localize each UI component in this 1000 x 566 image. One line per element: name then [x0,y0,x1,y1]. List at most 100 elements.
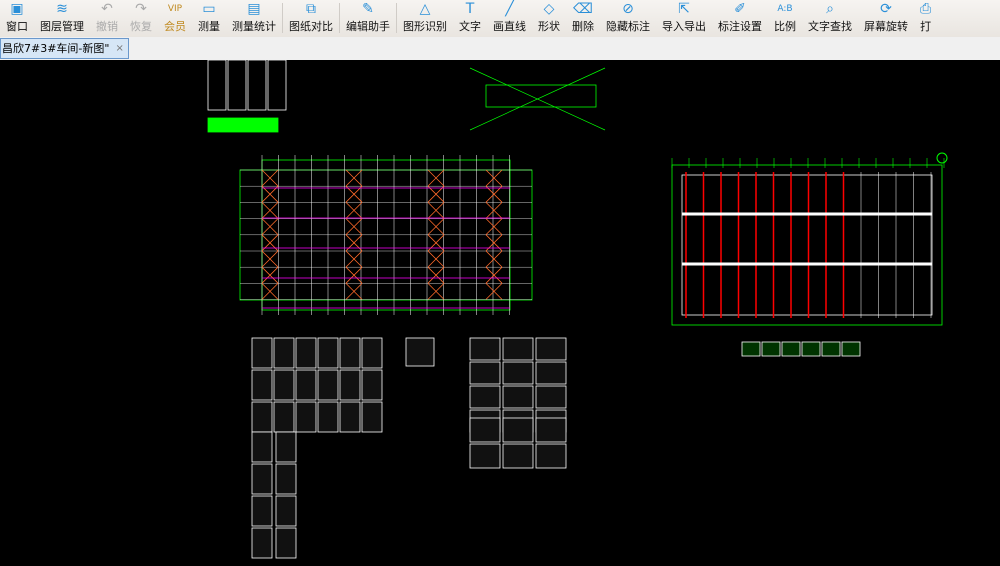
text-search-button[interactable]: ⌕ 文字查找 [802,0,858,37]
sheet-thumbnail [273,337,295,369]
cad-line [485,185,503,203]
text-button[interactable]: T 文字 [453,0,487,37]
cad-line [485,266,503,284]
scale-button[interactable]: A:B 比例 [768,0,802,37]
ruler-button[interactable]: ▭ 测量 [192,0,226,37]
cad-line [469,67,606,131]
sheet-thumbnail [275,431,297,463]
sheet-thumbnail [361,369,383,401]
cad-line [261,250,279,268]
toolbar-separator [339,3,340,33]
print-button[interactable]: ⎙ 打 [914,0,937,37]
toolbar-label: 图纸对比 [289,20,333,33]
toolbar-label: 隐藏标注 [606,20,650,33]
toolbar-label: 会员 [164,20,186,33]
toolbar-label: 恢复 [130,20,152,33]
shape-button[interactable]: ◇ 形状 [532,0,566,37]
sheet-thumbnail [339,369,361,401]
sheet-thumbnail [317,401,339,433]
import-export-button[interactable]: ⇱ 导入导出 [656,0,712,37]
window-icon: ▣ [10,1,24,17]
cad-line [345,283,363,300]
sheet-thumbnail [295,369,317,401]
cad-line [345,202,363,219]
toolbar-label: 撤销 [96,20,118,33]
vip-button[interactable]: VIP 会员 [158,0,192,37]
sheet-thumbnail [251,337,273,369]
sheet-thumbnail [361,337,383,369]
detail-sheet [821,341,841,357]
cad-line [485,169,503,187]
cad-rect [207,59,227,111]
sheet-thumbnail [339,337,361,369]
toolbar-label: 形状 [538,20,560,33]
detail-sheet [781,341,801,357]
line-button[interactable]: ╱ 画直线 [487,0,532,37]
cad-line [261,283,279,300]
sheet-thumbnail [251,431,273,463]
import-export-icon: ⇱ [678,1,690,17]
cad-line [485,250,503,268]
toolbar-label: 打 [920,20,932,33]
sheet-thumbnail [535,417,567,443]
cad-line [345,218,363,235]
sheet-thumbnail [273,401,295,433]
redo-icon: ↷ [135,1,147,17]
detail-sheet [801,341,821,357]
sheet-thumbnail [502,385,534,409]
hide-annotation-button[interactable]: ⊘ 隐藏标注 [600,0,656,37]
toolbar-separator [282,3,283,33]
toolbar-label: 编辑助手 [346,20,390,33]
edit-assistant-button[interactable]: ✎ 编辑助手 [340,0,396,37]
sheet-thumbnail [469,417,501,443]
toolbar-label: 测量统计 [232,20,276,33]
shape-recognition-button[interactable]: △ 图形识别 [397,0,453,37]
cad-line [261,266,279,284]
print-icon: ⎙ [920,1,932,17]
sheet-thumbnail [251,527,273,559]
eraser-button[interactable]: ⌫ 删除 [566,0,600,37]
sheet-thumbnail [502,443,534,469]
axis-bubble [936,152,948,164]
sheet-thumbnail [275,463,297,495]
toolbar-label: 屏幕旋转 [864,20,908,33]
detail-sheet [841,341,861,357]
cad-line [427,283,445,300]
text-search-icon: ⌕ [826,1,834,17]
drawing-tab[interactable]: 昌欣7#3#车间-新图" × [0,38,129,59]
tab-title: 昌欣7#3#车间-新图" [2,42,110,55]
sheet-thumbnail [405,337,435,367]
vip-icon: VIP [167,4,183,14]
redo-button[interactable]: ↷ 恢复 [124,0,158,37]
annotation-settings-icon: ✐ [734,1,746,17]
detail-sheet [741,341,761,357]
sheet-thumbnail [295,401,317,433]
cad-line [427,250,445,268]
drawing-canvas[interactable] [0,59,1000,562]
rotate-screen-button[interactable]: ⟳ 屏幕旋转 [858,0,914,37]
close-tab-icon[interactable]: × [115,43,124,54]
shape-recognition-icon: △ [419,1,431,17]
toolbar-label: 窗口 [6,20,28,33]
cad-rect [267,59,287,111]
sheet-thumbnail [251,401,273,433]
layers-button[interactable]: ≋ 图层管理 [34,0,90,37]
compare-button[interactable]: ⧉ 图纸对比 [283,0,339,37]
toolbar-label: 文字 [459,20,481,33]
cad-line [427,218,445,235]
scale-icon: A:B [777,4,793,14]
sheet-thumbnail [535,443,567,469]
sheet-thumbnail [535,385,567,409]
window-button[interactable]: ▣ 窗口 [0,0,34,37]
undo-button[interactable]: ↶ 撤销 [90,0,124,37]
sheet-thumbnail [469,385,501,409]
cad-line [485,202,503,219]
cad-line [427,266,445,284]
sheet-thumbnail [469,337,501,361]
annotation-settings-button[interactable]: ✐ 标注设置 [712,0,768,37]
cad-line [485,283,503,300]
toolbar-label: 图形识别 [403,20,447,33]
measure-stats-button[interactable]: ▤ 测量统计 [226,0,282,37]
toolbar-label: 画直线 [493,20,526,33]
floor-plan-right [681,174,933,316]
